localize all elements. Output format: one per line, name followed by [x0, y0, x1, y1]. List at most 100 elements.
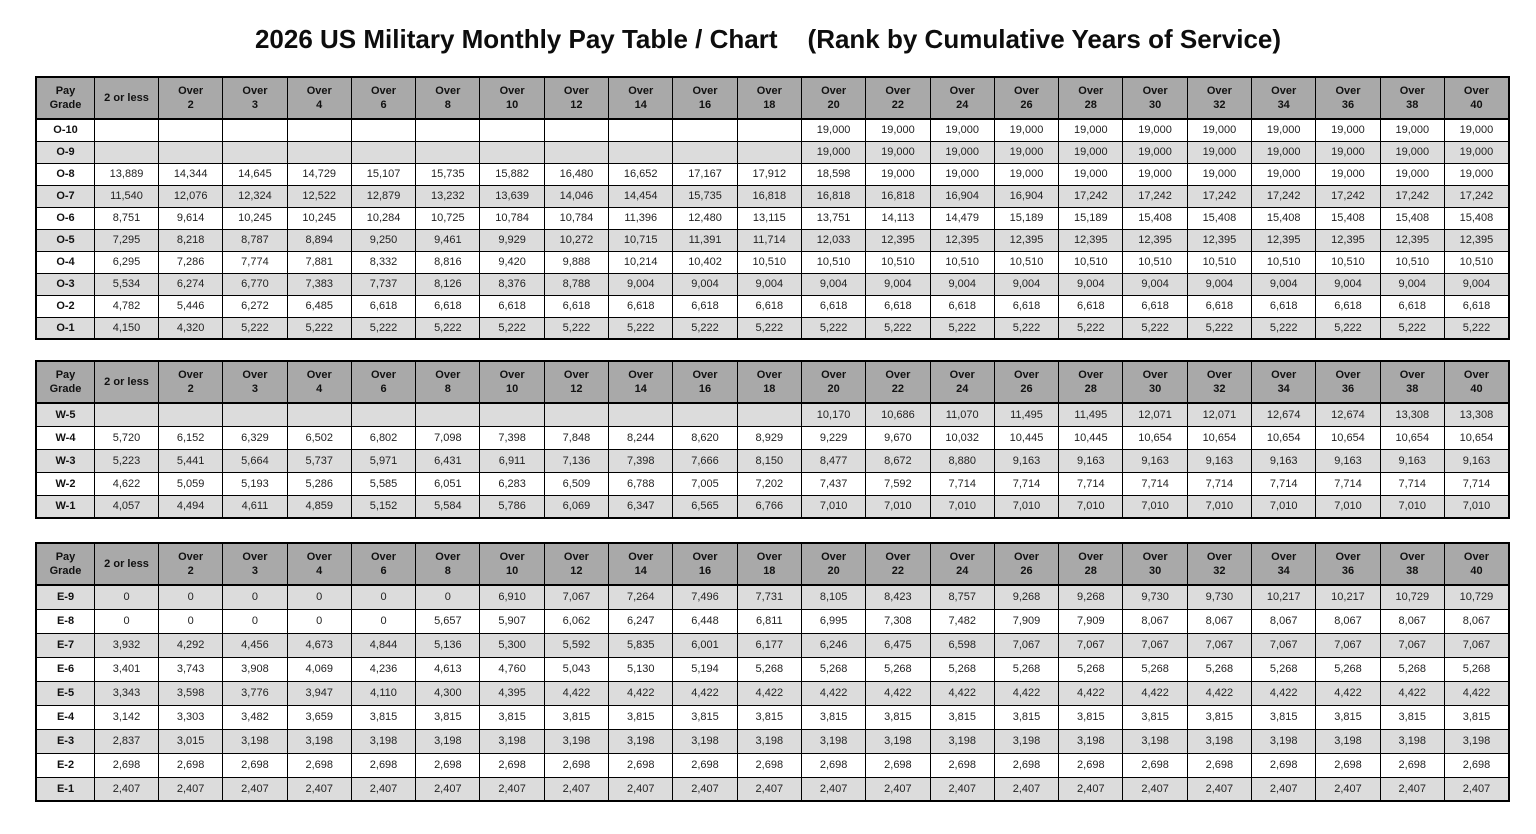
column-header-line2: Grade [49, 383, 82, 395]
pay-value-cell [350, 118, 417, 142]
pay-value-cell: 2,698 [350, 752, 417, 778]
column-header-line2: 24 [956, 99, 969, 111]
pay-value-cell: 3,815 [865, 704, 931, 730]
pay-tables-container: Pay Grade 2 or less Over 2 Over 3 Over 4 Over 6 Ove… [35, 76, 1510, 802]
pay-value-cell: 3,815 [1058, 704, 1124, 730]
pay-value-cell: 8,620 [672, 425, 738, 450]
pay-value-cell: 9,004 [865, 272, 931, 296]
column-header: Over 34 [1251, 76, 1317, 120]
pay-row-w-2: W-2 4,622 5,059 5,193 5,286 5,585 6,051 6,283 6,… [35, 471, 1510, 496]
pay-value-cell: 6,995 [800, 608, 867, 634]
pay-value-cell: 10,510 [865, 250, 931, 274]
pay-value-cell: 0 [157, 608, 224, 634]
pay-value-cell: 3,401 [94, 656, 159, 682]
column-header-line2: 16 [698, 99, 712, 111]
pay-value-cell: 3,743 [157, 656, 224, 682]
column-header-pay-grade: Pay Grade [35, 360, 95, 404]
pay-value-cell: 16,904 [929, 184, 995, 208]
pay-value-cell: 5,446 [157, 294, 224, 318]
pay-value-cell: 6,911 [479, 448, 545, 473]
pay-value-cell: 7,067 [543, 584, 610, 610]
pay-value-cell: 8,067 [1186, 608, 1253, 634]
pay-value-cell: 10,284 [350, 206, 417, 230]
pay-value-cell: 9,163 [1186, 448, 1253, 473]
pay-value-cell: 12,076 [157, 184, 224, 208]
pay-value-cell: 12,395 [1251, 228, 1317, 252]
column-header: Over 18 [736, 76, 802, 120]
pay-grade-cell: W-1 [35, 494, 95, 519]
pay-value-cell: 10,510 [800, 250, 867, 274]
pay-value-cell: 6,509 [543, 471, 610, 496]
pay-value-cell: 10,654 [1315, 425, 1381, 450]
pay-value-cell: 5,268 [993, 656, 1060, 682]
column-header: Over 36 [1315, 76, 1381, 120]
pay-value-cell: 3,198 [222, 728, 288, 754]
pay-value-cell: 19,000 [1443, 118, 1510, 142]
pay-value-cell: 5,268 [1443, 656, 1510, 682]
pay-value-cell: 7,383 [286, 272, 352, 296]
column-header: Over 28 [1058, 542, 1124, 586]
pay-value-cell: 16,904 [993, 184, 1060, 208]
column-header: Over 38 [1379, 360, 1445, 404]
pay-value-cell: 4,395 [479, 680, 545, 706]
pay-value-cell: 11,396 [608, 206, 674, 230]
pay-value-cell: 8,787 [222, 228, 288, 252]
pay-value-cell: 5,222 [929, 316, 995, 340]
pay-value-cell: 15,408 [1315, 206, 1381, 230]
pay-value-cell: 2,407 [286, 776, 352, 802]
column-header-line2: 2 [187, 99, 194, 111]
pay-value-cell: 2,407 [1186, 776, 1253, 802]
pay-value-cell: 9,004 [672, 272, 738, 296]
pay-value-cell [157, 140, 224, 164]
pay-value-cell: 9,004 [1058, 272, 1124, 296]
pay-value-cell: 3,198 [672, 728, 738, 754]
pay-value-cell: 3,303 [157, 704, 224, 730]
pay-grade-cell: W-4 [35, 425, 95, 450]
column-header-line2: 36 [1341, 565, 1355, 577]
column-header-line2: 12 [570, 99, 583, 111]
column-header-line1: Over [1078, 85, 1104, 97]
column-header-line2: 10 [506, 565, 519, 577]
pay-value-cell: 2,698 [672, 752, 738, 778]
pay-value-cell: 17,242 [1186, 184, 1253, 208]
column-header: Over 34 [1251, 360, 1317, 404]
pay-row-w-4: W-4 5,720 6,152 6,329 6,502 6,802 7,098 7,398 7,… [35, 425, 1510, 450]
pay-value-cell: 6,329 [222, 425, 288, 450]
pay-value-cell: 6,001 [672, 632, 738, 658]
pay-value-cell: 19,000 [865, 162, 931, 186]
pay-value-cell: 3,815 [350, 704, 417, 730]
column-header-line1: Over [1206, 369, 1232, 381]
pay-value-cell: 8,067 [1251, 608, 1317, 634]
column-header: Over 8 [415, 76, 481, 120]
column-header: Over 3 [222, 76, 288, 120]
column-header-line2: 30 [1148, 99, 1162, 111]
pay-value-cell: 4,422 [736, 680, 802, 706]
pay-value-cell: 15,882 [479, 162, 545, 186]
pay-grade-cell: O-2 [35, 294, 95, 318]
pay-value-cell: 9,420 [479, 250, 545, 274]
pay-value-cell: 11,070 [929, 402, 995, 427]
pay-value-cell: 9,250 [350, 228, 417, 252]
pay-value-cell: 3,198 [1122, 728, 1188, 754]
pay-row-e-8: E-8 0 0 0 0 0 5,657 5,907 6,062 6,247 6,448 6,811 6,… [35, 608, 1510, 634]
pay-value-cell: 19,000 [1379, 162, 1445, 186]
pay-value-cell: 2,407 [1443, 776, 1510, 802]
column-header: Over 3 [222, 360, 288, 404]
pay-value-cell: 18,598 [800, 162, 867, 186]
pay-value-cell [736, 118, 802, 142]
pay-value-cell: 5,907 [479, 608, 545, 634]
pay-value-cell: 4,422 [1379, 680, 1445, 706]
pay-value-cell: 4,422 [865, 680, 931, 706]
pay-value-cell: 4,611 [222, 494, 288, 519]
pay-value-cell: 7,714 [1315, 471, 1381, 496]
pay-grade-cell: E-1 [35, 776, 95, 802]
pay-value-cell: 5,268 [1122, 656, 1188, 682]
pay-value-cell: 10,170 [800, 402, 867, 427]
pay-value-cell: 5,286 [286, 471, 352, 496]
pay-grade-cell: O-9 [35, 140, 95, 164]
pay-value-cell: 7,010 [1315, 494, 1381, 519]
column-header: Over 2 [157, 360, 224, 404]
pay-value-cell: 2,698 [1186, 752, 1253, 778]
pay-value-cell: 3,198 [543, 728, 610, 754]
pay-grade-cell: E-3 [35, 728, 95, 754]
